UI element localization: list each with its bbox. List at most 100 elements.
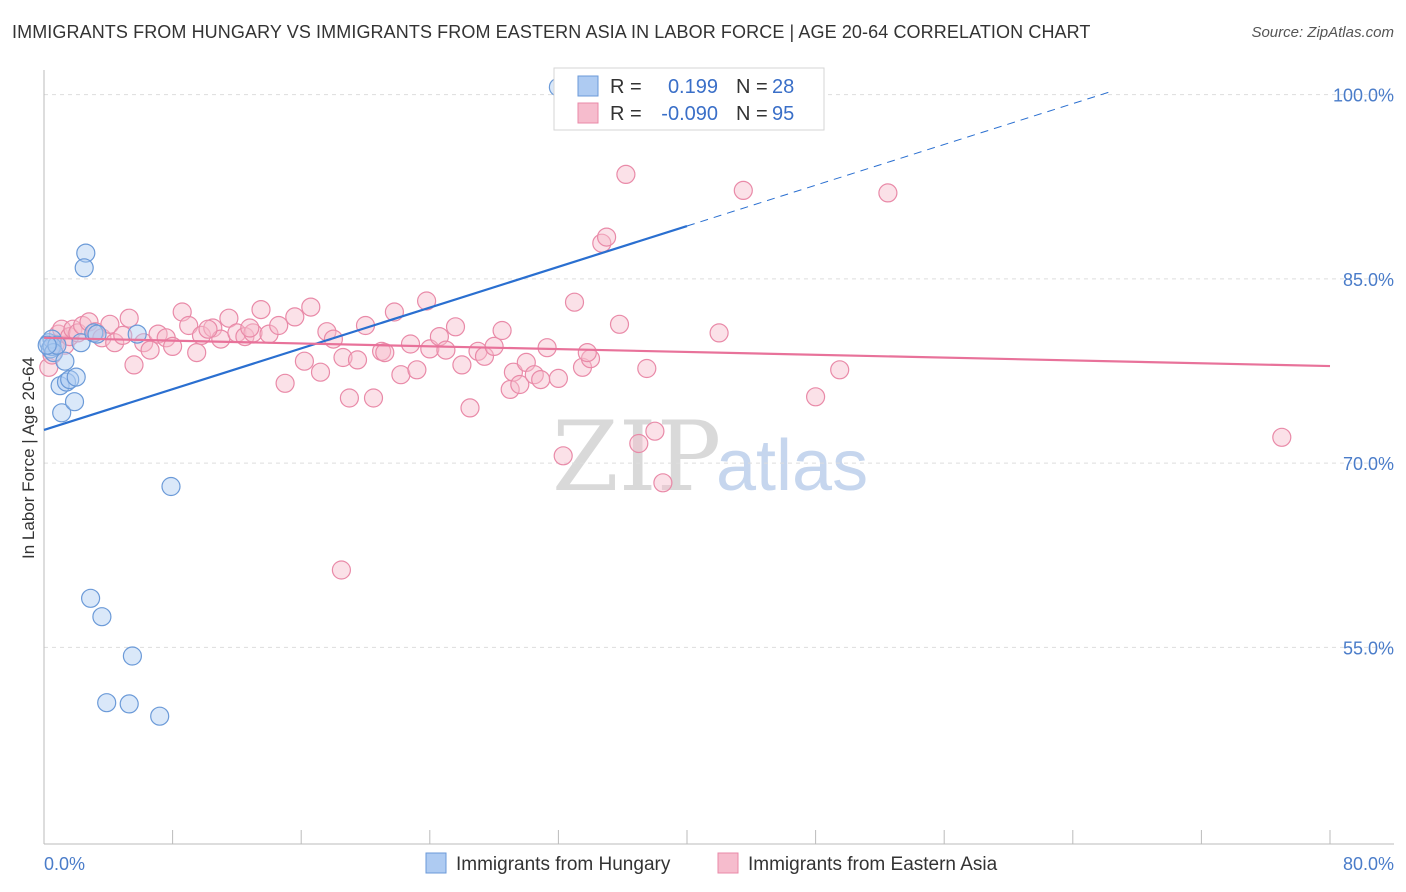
asia-point-44 (339, 388, 359, 408)
series-legend: Immigrants from Hungary Immigrants from … (425, 852, 998, 875)
asia-point-22 (163, 336, 183, 356)
legend-r-label-asia: R = (610, 103, 642, 125)
asia-point-89 (878, 183, 898, 203)
watermark-atlas: atlas (716, 426, 868, 506)
asia-point-39 (301, 297, 321, 317)
asia-point-79 (609, 314, 630, 334)
trend-lines (43, 90, 1331, 432)
asia-point-33 (251, 300, 271, 320)
asia-point-40 (310, 362, 331, 382)
asia-point-38 (294, 351, 314, 371)
hungary-point-21 (92, 607, 112, 627)
source-credit: Source: ZipAtlas.com (1251, 24, 1394, 41)
asia-point-59 (452, 355, 472, 375)
hungary-point-24 (119, 694, 139, 714)
asia-point-90 (1272, 427, 1292, 447)
asia-point-70 (531, 370, 551, 390)
asia-point-82 (637, 358, 657, 379)
chart-title: IMMIGRANTS FROM HUNGARY VS IMMIGRANTS FR… (12, 22, 1091, 42)
asia-point-64 (492, 320, 512, 341)
asia-point-25 (187, 343, 207, 363)
gridlines (44, 94, 1394, 648)
hungary-point-22 (122, 646, 142, 666)
y-tick-label-3: 55.0% (1343, 638, 1394, 658)
y-tick-label-1: 85.0% (1343, 270, 1394, 290)
hungary-point-5 (47, 335, 67, 355)
asia-point-91 (331, 560, 351, 580)
legend-r-label-hungary: R = (610, 76, 642, 98)
legend-n-label-hungary: N = (736, 76, 768, 98)
asia-point-78 (596, 227, 617, 247)
trend-line-hungary (43, 224, 688, 432)
trend-line-hungary-extension (686, 90, 1114, 227)
asia-point-37 (285, 307, 305, 327)
asia-point-87 (805, 387, 826, 407)
asia-point-17 (124, 355, 144, 375)
asia-point-94 (240, 318, 260, 338)
asia-point-49 (375, 343, 395, 363)
hungary-point-11 (64, 392, 85, 412)
y-tick-label-0: 100.0% (1333, 86, 1394, 106)
asia-point-63 (484, 336, 504, 356)
asia-point-57 (436, 340, 456, 360)
y-tick-labels: 100.0% 85.0% 70.0% 55.0% (1333, 86, 1394, 659)
asia-point-81 (629, 433, 649, 454)
hungary-point-20 (80, 588, 101, 608)
asia-point-19 (140, 340, 160, 360)
asia-point-36 (275, 373, 295, 393)
series-hungary-points (37, 77, 569, 726)
asia-point-29 (219, 308, 239, 328)
asia-point-58 (445, 317, 466, 337)
legend-n-value-hungary: 28 (772, 76, 794, 98)
correlation-legend: R = 0.199 N = 28 R = -0.090 N = 95 (553, 67, 825, 131)
asia-point-86 (733, 180, 753, 200)
hungary-point-6 (50, 376, 70, 396)
hungary-point-7 (52, 403, 72, 423)
asia-point-80 (616, 164, 636, 184)
asia-point-93 (198, 319, 218, 339)
hungary-point-15 (74, 258, 94, 278)
bottom-legend-swatch-hungary (425, 852, 447, 874)
legend-r-value-asia: -0.090 (661, 103, 718, 125)
asia-point-60 (460, 398, 480, 418)
asia-point-73 (553, 446, 573, 466)
y-axis-label: In Labor Force | Age 20-64 (19, 357, 38, 559)
hungary-point-27 (37, 335, 57, 355)
asia-point-51 (391, 365, 411, 385)
x-tick-label-max: 80.0% (1343, 854, 1394, 874)
trend-line-asia (43, 336, 1331, 368)
asia-point-45 (347, 350, 368, 370)
watermark-zip: ZIP (552, 401, 721, 513)
asia-point-72 (548, 368, 569, 388)
legend-n-value-asia: 95 (772, 103, 794, 125)
hungary-point-18 (127, 324, 147, 344)
x-axis-ticks (43, 830, 1331, 844)
asia-point-35 (269, 315, 289, 336)
asia-point-16 (119, 308, 139, 328)
hungary-point-12 (66, 367, 86, 387)
hungary-point-14 (76, 243, 96, 263)
bottom-legend-label-hungary: Immigrants from Hungary (456, 854, 671, 875)
hungary-point-17 (87, 324, 107, 344)
asia-point-74 (564, 292, 585, 312)
asia-point-43 (333, 347, 353, 368)
legend-swatch-asia (577, 102, 599, 124)
asia-point-85 (709, 323, 729, 343)
hungary-point-23 (97, 693, 117, 713)
hungary-point-9 (56, 372, 77, 392)
y-tick-label-2: 70.0% (1343, 454, 1394, 474)
hungary-point-25 (150, 706, 170, 726)
asia-point-66 (503, 362, 524, 382)
series-eastern-asia-points (39, 164, 1292, 580)
asia-point-13 (100, 314, 120, 334)
asia-point-48 (372, 341, 392, 361)
asia-point-88 (830, 360, 850, 380)
legend-swatch-hungary (577, 75, 599, 97)
x-tick-label-min: 0.0% (44, 854, 85, 874)
legend-r-value-hungary: 0.199 (668, 76, 718, 98)
asia-point-92 (577, 343, 597, 363)
asia-point-47 (363, 388, 384, 408)
asia-point-83 (645, 421, 665, 441)
legend-box (553, 67, 825, 131)
